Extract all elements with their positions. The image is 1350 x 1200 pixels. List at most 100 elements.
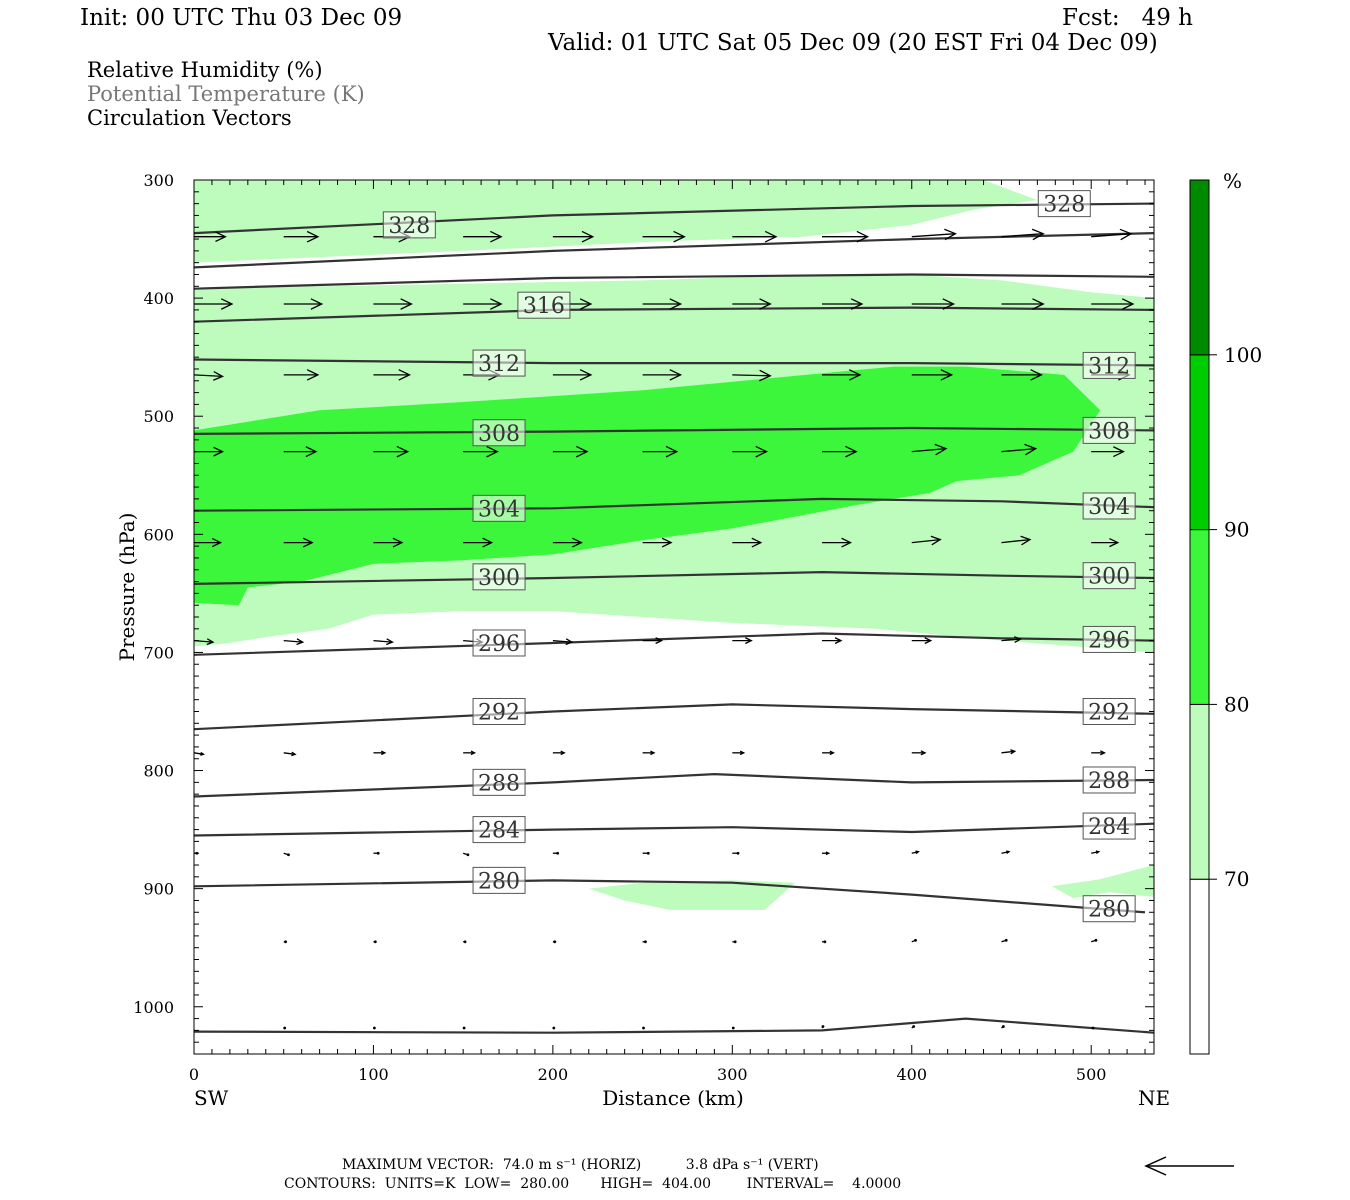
wind-vector bbox=[642, 230, 686, 243]
label-text: 280 bbox=[478, 869, 520, 894]
vector-head bbox=[745, 637, 753, 645]
colorbar-label: 90 bbox=[1224, 518, 1249, 542]
rh-region-70 bbox=[588, 880, 796, 910]
vector-head bbox=[829, 750, 835, 756]
vector-head bbox=[1095, 850, 1101, 855]
vector-head bbox=[306, 230, 320, 243]
isentrope-288 bbox=[194, 772, 1154, 798]
vector-head bbox=[576, 445, 589, 458]
vector-head bbox=[376, 851, 380, 855]
wind-vector bbox=[732, 851, 740, 855]
x-endpoint-sw: SW bbox=[194, 1086, 229, 1110]
vector-head bbox=[942, 298, 956, 310]
wind-vector bbox=[911, 298, 956, 310]
label-text: 296 bbox=[1088, 628, 1130, 653]
wind-vector bbox=[911, 850, 920, 855]
wind-vector bbox=[462, 852, 470, 857]
max-vector-note: MAXIMUM VECTOR: 74.0 m s⁻¹ (HORIZ) 3.8 d… bbox=[342, 1158, 819, 1172]
wind-vector bbox=[642, 750, 656, 756]
vector-head bbox=[287, 853, 290, 857]
wind-vector bbox=[1091, 298, 1135, 310]
vector-shaft bbox=[732, 374, 771, 377]
colorbar-label: 100 bbox=[1224, 343, 1262, 367]
wind-vector bbox=[1091, 850, 1101, 855]
wind-vector bbox=[462, 1026, 466, 1030]
plot-layer: 328 328 316 312 312 308 308 304 304 300 300 296 296 2… bbox=[115, 171, 1234, 1176]
wind-vector bbox=[194, 371, 224, 381]
y-tick-label: 500 bbox=[143, 407, 174, 426]
vector-head bbox=[755, 445, 769, 458]
vector-head bbox=[490, 230, 503, 243]
label-text: 304 bbox=[478, 497, 520, 522]
y-tick-label: 600 bbox=[143, 525, 174, 544]
vector-head bbox=[553, 940, 557, 944]
x-tick-label: 400 bbox=[896, 1065, 927, 1084]
vector-head bbox=[850, 298, 864, 310]
vector-head bbox=[215, 231, 227, 243]
label-box bbox=[472, 866, 526, 894]
variable-rh: Relative Humidity (%) bbox=[87, 58, 323, 82]
label-text: 300 bbox=[1088, 565, 1130, 590]
vector-head bbox=[644, 940, 647, 944]
wind-vector bbox=[821, 1025, 825, 1029]
isentrope-320 bbox=[194, 273, 1154, 290]
isentrope-label-316: 316 bbox=[517, 291, 571, 319]
wind-vector bbox=[552, 851, 560, 855]
label-text: 308 bbox=[1088, 419, 1130, 444]
vector-shaft bbox=[1001, 538, 1031, 544]
vector-head bbox=[845, 445, 858, 458]
vector-head bbox=[581, 230, 595, 243]
wind-vector bbox=[911, 1025, 916, 1029]
label-text: 296 bbox=[478, 632, 520, 657]
wind-vector bbox=[911, 938, 917, 943]
label-box bbox=[1082, 416, 1136, 444]
vector-head bbox=[673, 230, 686, 243]
vector-head bbox=[310, 298, 324, 310]
vector-head bbox=[372, 1026, 376, 1030]
isentrope-label-304: 304 bbox=[1082, 492, 1136, 520]
label-text: 328 bbox=[388, 214, 430, 239]
vector-shaft bbox=[194, 374, 223, 378]
isentrope-label-328: 328 bbox=[1037, 190, 1091, 218]
label-box bbox=[472, 494, 526, 522]
wind-vector bbox=[822, 851, 831, 856]
wind-vector bbox=[911, 637, 933, 645]
wind-vector bbox=[463, 537, 494, 548]
vector-head bbox=[560, 750, 566, 756]
label-text: 308 bbox=[478, 422, 520, 447]
label-text: 284 bbox=[478, 819, 520, 844]
label-text: 316 bbox=[523, 294, 565, 319]
wind-vector bbox=[822, 637, 843, 645]
isentrope-284 bbox=[194, 822, 1154, 837]
wind-vector bbox=[1001, 636, 1022, 644]
label-box bbox=[1082, 697, 1136, 725]
label-box bbox=[382, 211, 436, 239]
vector-head bbox=[213, 371, 224, 381]
vector-shaft bbox=[194, 752, 204, 755]
wind-vector bbox=[911, 750, 927, 756]
wind-vector bbox=[1001, 443, 1038, 456]
wind-vector bbox=[1001, 850, 1011, 855]
vector-head bbox=[661, 537, 673, 548]
wind-vector bbox=[822, 298, 864, 310]
vector-head bbox=[759, 298, 772, 310]
wind-vector bbox=[732, 750, 746, 756]
wind-vector bbox=[911, 369, 954, 381]
vector-head bbox=[1119, 228, 1133, 241]
variable-theta: Potential Temperature (K) bbox=[87, 82, 365, 106]
colorbar-label: 80 bbox=[1224, 692, 1249, 716]
vector-head bbox=[731, 1026, 735, 1030]
wind-vector bbox=[283, 537, 314, 548]
vector-head bbox=[466, 853, 470, 857]
vector-head bbox=[736, 851, 740, 855]
wind-vector bbox=[283, 852, 290, 857]
isentrope-300 bbox=[194, 570, 1154, 585]
max-vector-arrow bbox=[1144, 1156, 1234, 1176]
wind-vector bbox=[463, 940, 467, 944]
label-text: 292 bbox=[1088, 700, 1130, 725]
wind-vector bbox=[1001, 298, 1045, 310]
wind-vector bbox=[552, 369, 593, 381]
wind-vector bbox=[463, 750, 477, 756]
isentrope-label-304: 304 bbox=[472, 494, 526, 522]
wind-vector bbox=[1091, 750, 1106, 756]
